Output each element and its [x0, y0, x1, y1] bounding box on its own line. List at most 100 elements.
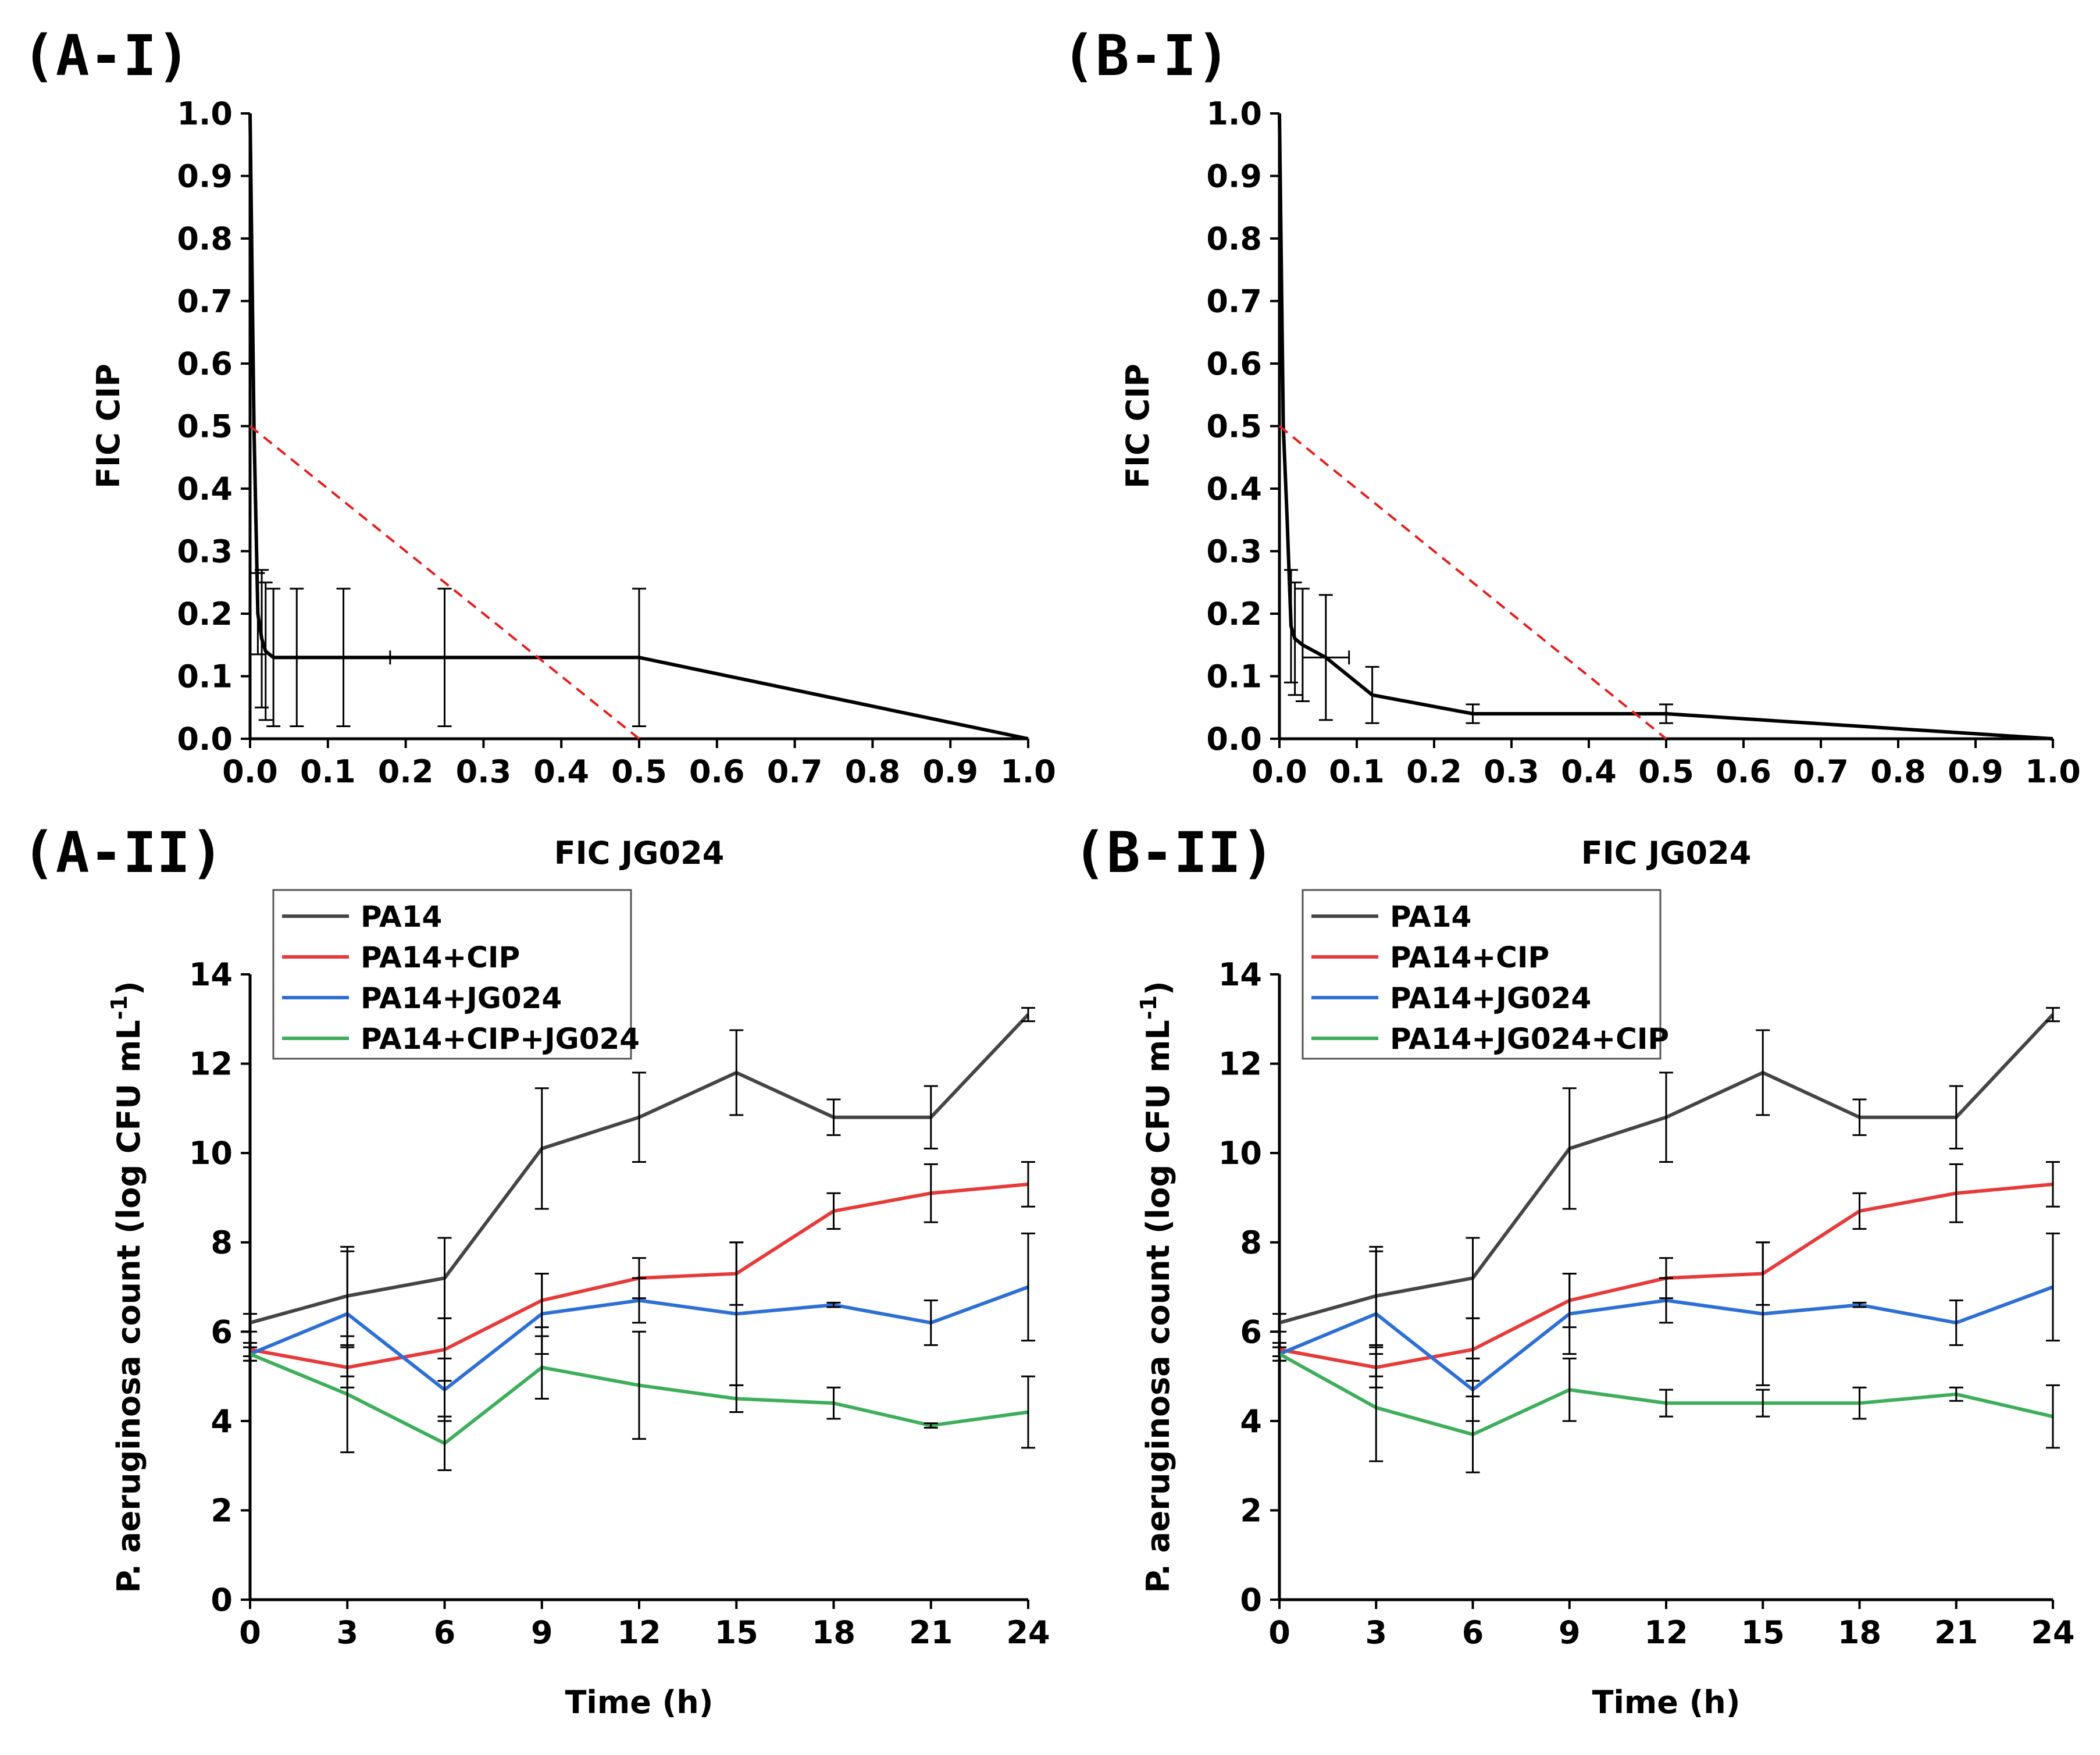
y-tick-label: 12 — [189, 1046, 233, 1083]
x-tick-label: 1.0 — [1000, 753, 1056, 790]
y-tick-label: 0.4 — [177, 471, 233, 507]
x-tick-label: 0.3 — [456, 753, 512, 790]
x-tick-label: 15 — [1741, 1614, 1785, 1651]
panel-label-b-ii: (B-II) — [1073, 820, 1275, 885]
x-tick-label: 6 — [434, 1614, 456, 1651]
panel-label-b-i: (B-I) — [1062, 23, 1230, 88]
x-axis-label: Time (h) — [1592, 1684, 1741, 1721]
y-tick-label: 0.0 — [177, 721, 233, 757]
y-tick-label: 1.0 — [1206, 95, 1262, 132]
y-tick-label: 0.7 — [1206, 283, 1262, 320]
y-tick-label: 0.9 — [1206, 158, 1262, 195]
x-tick-label: 12 — [617, 1614, 661, 1651]
x-tick-label: 0.4 — [1561, 753, 1617, 790]
y-axis-label-tail: ) — [1140, 981, 1176, 995]
y-tick-label: 2 — [211, 1492, 233, 1529]
x-tick-label: 24 — [2031, 1614, 2074, 1651]
x-tick-label: 0.8 — [845, 753, 901, 790]
y-tick-label: 0.4 — [1206, 471, 1262, 507]
x-tick-label: 0 — [239, 1614, 261, 1651]
y-axis-label: P. aeruginosa count (log CFU mL-1) — [106, 981, 147, 1593]
x-tick-label: 9 — [531, 1614, 553, 1651]
y-tick-label: 0.1 — [1206, 658, 1262, 695]
x-tick-label: 0.5 — [611, 753, 667, 790]
x-tick-label: 0.8 — [1870, 753, 1926, 790]
legend-box — [1302, 889, 1662, 1060]
panel-label-a-ii: (A-II) — [22, 820, 224, 885]
y-tick-label: 0.7 — [177, 283, 233, 320]
x-tick-label: 3 — [336, 1614, 358, 1651]
legend-entry: PA14+CIP — [1390, 941, 1549, 974]
x-tick-label: 1.0 — [2025, 753, 2081, 790]
y-tick-label: 14 — [189, 956, 233, 993]
x-tick-label: 9 — [1559, 1614, 1581, 1651]
x-tick-label: 0.1 — [300, 753, 356, 790]
x-tick-label: 0.9 — [922, 753, 978, 790]
chart-b-i: 0.0 0.1 0.2 0.3 0.4 0.5 0.6 0.7 0.8 0.9 1.0 0.0 0.1 0… — [1119, 95, 2081, 871]
y-tick-label: 0.3 — [1206, 533, 1262, 570]
y-axis-label-main: P. aeruginosa count (log CFU mL — [110, 1020, 147, 1593]
y-tick-label: 0.6 — [1206, 346, 1262, 382]
x-tick-label: 0.0 — [222, 753, 278, 790]
y-tick-label: 0 — [211, 1582, 233, 1618]
x-tick-label: 0.9 — [1948, 753, 2003, 790]
y-tick-label: 4 — [211, 1403, 233, 1440]
y-tick-label: 0 — [1240, 1582, 1262, 1618]
isobole-line — [1278, 113, 2053, 741]
y-tick-label: 0.3 — [177, 533, 233, 570]
y-tick-label: 10 — [189, 1135, 233, 1172]
x-tick-label: 0.5 — [1638, 753, 1694, 790]
x-tick-label: 21 — [1934, 1614, 1978, 1651]
additivity-line — [1278, 425, 1667, 740]
x-tick-label: 18 — [812, 1614, 855, 1651]
x-tick-label: 0.6 — [689, 753, 745, 790]
x-tick-label: 0.2 — [378, 753, 434, 790]
additivity-line — [249, 425, 640, 740]
y-axis-label-superscript: -1 — [1136, 995, 1161, 1020]
x-axis-label: Time (h) — [565, 1684, 714, 1721]
x-tick-label: 18 — [1838, 1614, 1881, 1651]
legend-entry: PA14+CIP+JG024 — [361, 1022, 640, 1056]
y-axis-label: FIC CIP — [1119, 364, 1156, 489]
x-tick-label: 15 — [715, 1614, 758, 1651]
x-axis-label: FIC JG024 — [554, 835, 725, 871]
legend-entry: PA14 — [361, 900, 442, 934]
y-tick-label: 4 — [1240, 1403, 1262, 1440]
x-tick-label: 0.7 — [767, 753, 823, 790]
y-axis-label-main: P. aeruginosa count (log CFU mL — [1140, 1020, 1176, 1593]
x-tick-label: 24 — [1006, 1614, 1050, 1651]
x-tick-label: 0.6 — [1716, 753, 1771, 790]
y-tick-label: 0.6 — [177, 346, 233, 382]
y-tick-label: 0.0 — [1206, 721, 1262, 757]
legend-entry: PA14 — [1390, 900, 1471, 934]
y-tick-label: 0.1 — [177, 658, 233, 695]
x-tick-label: 0.3 — [1484, 753, 1539, 790]
y-tick-label: 6 — [211, 1313, 233, 1350]
x-tick-label: 0.2 — [1406, 753, 1462, 790]
y-tick-label: 6 — [1240, 1313, 1262, 1350]
legend-box — [272, 889, 632, 1060]
x-tick-label: 0.4 — [533, 753, 589, 790]
x-axis-label: FIC JG024 — [1581, 835, 1752, 871]
y-tick-label: 0.8 — [177, 220, 233, 257]
x-tick-label: 0 — [1268, 1614, 1290, 1651]
legend-entry: PA14+JG024 — [1390, 981, 1591, 1015]
panel-label-a-i: (A-I) — [22, 23, 190, 88]
legend-entry: PA14+JG024+CIP — [1390, 1022, 1669, 1056]
y-tick-label: 0.8 — [1206, 220, 1262, 257]
y-tick-label: 0.2 — [177, 596, 233, 632]
y-tick-label: 0.2 — [1206, 596, 1262, 632]
y-axis-label-superscript: -1 — [106, 995, 132, 1020]
x-tick-label: 0.1 — [1329, 753, 1385, 790]
y-tick-label: 10 — [1218, 1135, 1262, 1172]
y-tick-label: 0.9 — [177, 158, 233, 195]
legend-entry: PA14+CIP — [361, 941, 520, 974]
y-tick-label: 12 — [1218, 1046, 1262, 1083]
y-tick-label: 0.5 — [1206, 408, 1262, 445]
chart-a-i: 0.0 0.1 0.2 0.3 0.4 0.5 0.6 0.7 0.8 0.9 1.0 0.0 0.1 0… — [90, 95, 1056, 871]
legend-entry: PA14+JG024 — [361, 981, 562, 1015]
x-tick-label: 21 — [909, 1614, 953, 1651]
y-axis-label-tail: ) — [110, 981, 147, 995]
y-tick-label: 2 — [1240, 1492, 1262, 1529]
